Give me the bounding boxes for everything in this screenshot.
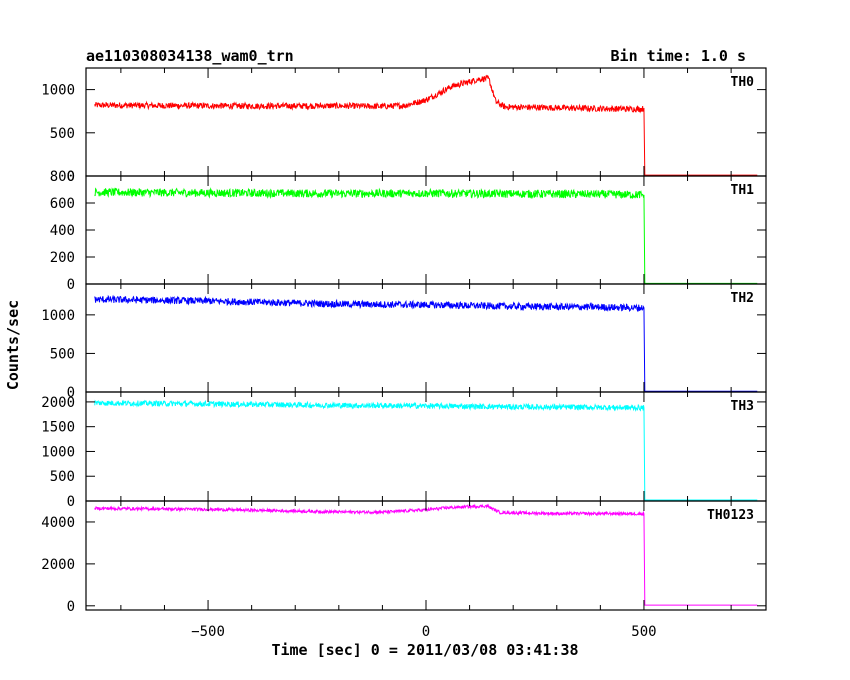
x-tick-label: 0	[422, 624, 430, 640]
y-tick-label: 800	[50, 169, 75, 185]
y-tick-label: 0	[67, 385, 75, 401]
series-line-th3	[94, 399, 758, 501]
series-line-th0123	[94, 503, 758, 606]
y-tick-label: 0	[67, 277, 75, 293]
x-tick-label: −500	[191, 624, 225, 640]
y-tick-label: 4000	[41, 515, 75, 531]
series-line-th2	[94, 294, 758, 392]
y-tick-label: 0	[67, 494, 75, 510]
panel-label: TH0	[731, 75, 755, 90]
x-tick-label: 500	[631, 624, 656, 640]
panel-label: TH1	[731, 183, 755, 198]
series-line-th1	[94, 187, 758, 284]
panel-th2: 0 500 1000 TH2	[41, 283, 767, 401]
y-tick-label: 1500	[41, 420, 75, 436]
bin-time-label: Bin time: 1.0 s	[611, 47, 746, 65]
panels-group: 0 500 1000 TH0 0 200 400 600 800 TH1 0 500 1000 TH2 0 5…	[41, 67, 767, 640]
y-tick-label: 500	[50, 346, 75, 362]
y-tick-label: 200	[50, 250, 75, 266]
y-tick-label: 400	[50, 223, 75, 239]
y-tick-label: 600	[50, 196, 75, 212]
y-tick-label: 0	[67, 169, 75, 185]
x-tick-labels: −500 0 500	[191, 624, 656, 640]
panel-frame	[85, 500, 767, 611]
panel-th0: 0 500 1000 TH0	[41, 67, 767, 185]
chart-title: ae110308034138_wam0_trn	[86, 47, 294, 65]
y-tick-label: 500	[50, 469, 75, 485]
y-tick-label: 0	[67, 599, 75, 615]
panel-label: TH2	[731, 291, 754, 306]
panel-th0123: 0 2000 4000 TH0123	[41, 500, 767, 615]
y-tick-label: 1000	[41, 444, 75, 460]
panel-th3: 0 500 1000 1500 2000 TH3	[41, 391, 767, 510]
y-tick-label: 1000	[41, 83, 75, 99]
panel-label: TH0123	[707, 508, 754, 523]
panel-th1: 0 200 400 600 800 TH1	[50, 169, 767, 293]
series-line-th0	[94, 74, 758, 176]
y-tick-label: 2000	[41, 557, 75, 573]
panel-label: TH3	[731, 399, 754, 414]
y-tick-label: 2000	[41, 395, 75, 411]
y-tick-label: 1000	[41, 308, 75, 324]
x-axis-label: Time [sec] 0 = 2011/03/08 03:41:38	[271, 641, 578, 659]
panel-frame	[85, 391, 767, 502]
panel-frame	[85, 67, 767, 177]
y-axis-label: Counts/sec	[4, 300, 22, 390]
y-tick-label: 500	[50, 126, 75, 142]
